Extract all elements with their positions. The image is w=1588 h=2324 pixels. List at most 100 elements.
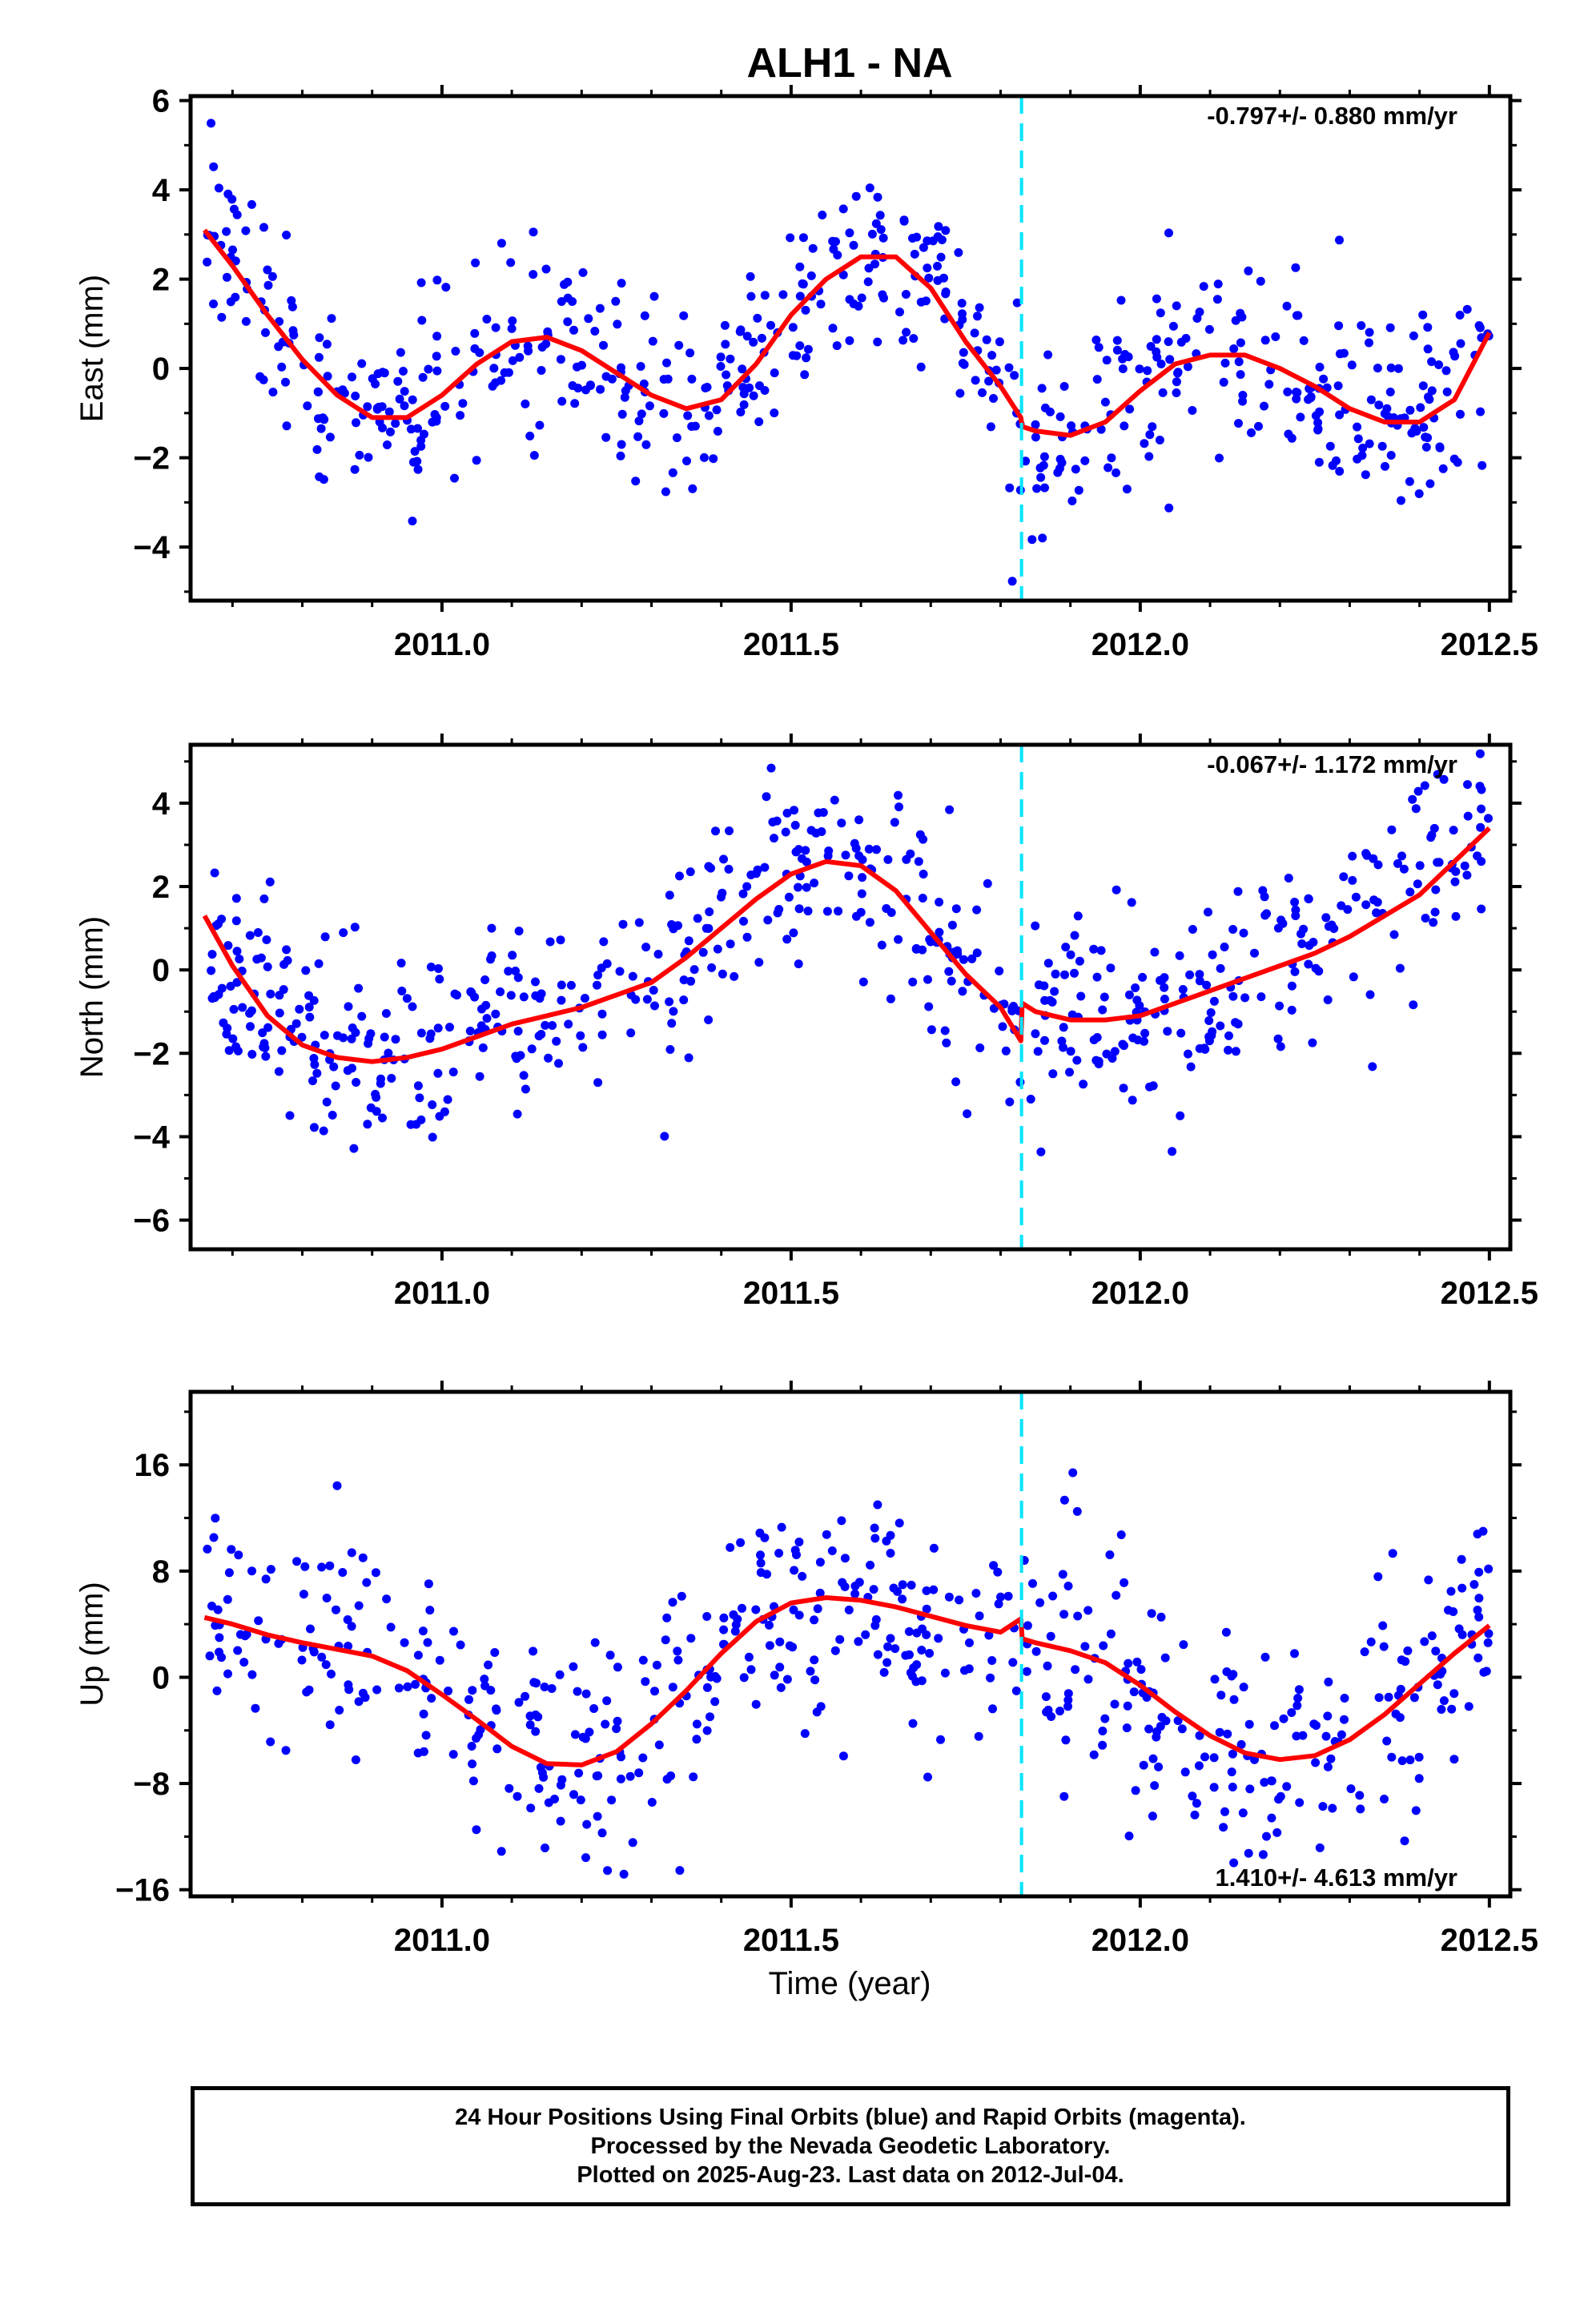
data-point (760, 291, 770, 300)
data-point (1429, 823, 1439, 833)
data-point (541, 1844, 549, 1852)
data-point (448, 1750, 458, 1759)
data-point (677, 1591, 686, 1601)
data-point (593, 971, 603, 980)
data-point (886, 1634, 895, 1643)
data-point (519, 1071, 529, 1080)
data-point (1365, 439, 1374, 448)
data-point (1188, 1791, 1197, 1801)
data-point (1160, 973, 1169, 983)
data-point (873, 337, 882, 347)
data-point (873, 192, 882, 202)
data-point (1358, 444, 1368, 452)
data-point (675, 1866, 685, 1876)
data-point (672, 433, 681, 443)
data-point (548, 1021, 557, 1030)
data-point (1059, 1043, 1067, 1052)
data-point (1431, 1647, 1441, 1656)
data-point (886, 994, 895, 1003)
data-point (1473, 1606, 1482, 1614)
data-point (689, 965, 699, 975)
data-point (224, 1046, 234, 1055)
data-point (484, 1660, 493, 1670)
footer-line: Processed by the Nevada Geodetic Laborat… (590, 2133, 1111, 2159)
data-point (585, 1727, 594, 1737)
data-point (416, 436, 426, 445)
data-point (742, 332, 752, 341)
data-point (792, 1550, 801, 1559)
data-point (1254, 421, 1263, 431)
data-point (540, 1683, 549, 1691)
data-point (545, 937, 555, 947)
data-point (235, 955, 244, 963)
data-point (386, 427, 395, 436)
data-point (593, 980, 601, 990)
data-point (650, 1687, 659, 1696)
data-point (1148, 1081, 1158, 1091)
data-point (731, 1620, 741, 1630)
data-point (883, 1642, 893, 1651)
data-point (1059, 1610, 1069, 1619)
data-point (487, 923, 497, 933)
data-point (1349, 972, 1358, 982)
data-point (824, 846, 834, 855)
data-point (1258, 886, 1268, 895)
data-point (327, 1669, 336, 1679)
data-point (555, 1670, 565, 1679)
data-point (662, 1613, 672, 1622)
data-point (513, 973, 523, 983)
data-point (665, 1045, 675, 1054)
data-point (255, 372, 265, 381)
data-point (631, 476, 641, 486)
data-point (909, 334, 919, 344)
data-point (207, 994, 217, 1003)
data-point (1127, 898, 1136, 907)
data-point (357, 1011, 367, 1021)
data-point (688, 484, 698, 493)
data-point (384, 1048, 393, 1058)
data-point (1227, 1671, 1236, 1681)
data-point (738, 364, 747, 374)
data-point (854, 1637, 863, 1647)
data-point (541, 264, 551, 274)
data-point (1366, 1637, 1376, 1647)
data-point (395, 394, 404, 404)
data-point (1074, 485, 1083, 495)
data-point (709, 454, 718, 464)
data-point (1425, 479, 1435, 489)
data-point (857, 293, 866, 303)
data-point (886, 1530, 895, 1540)
data-point (281, 377, 290, 387)
data-point (751, 1699, 761, 1709)
data-point (713, 427, 722, 436)
data-point (894, 790, 903, 800)
data-point (301, 966, 311, 975)
data-point (1297, 939, 1307, 948)
data-point (1351, 892, 1361, 902)
data-point (749, 391, 758, 400)
data-point (511, 1051, 521, 1061)
data-point (864, 263, 874, 273)
x-tick-label: 2012.5 (1441, 627, 1538, 662)
data-point (1043, 1705, 1053, 1715)
data-point (983, 879, 992, 888)
data-point (432, 332, 442, 341)
data-point (1140, 1028, 1150, 1038)
data-point (1067, 1010, 1077, 1019)
data-point (782, 808, 792, 818)
data-point (777, 1522, 786, 1532)
data-point (1451, 866, 1461, 876)
data-point (467, 1742, 476, 1751)
data-point (597, 1828, 607, 1838)
data-point (252, 955, 262, 964)
data-point (619, 1869, 629, 1879)
data-point (506, 991, 516, 1000)
data-point (441, 283, 451, 292)
data-point (1150, 947, 1160, 957)
data-point (1128, 1096, 1137, 1105)
data-point (452, 991, 461, 1000)
data-point (309, 1123, 319, 1132)
data-point (435, 975, 444, 984)
data-point (1094, 1059, 1104, 1068)
